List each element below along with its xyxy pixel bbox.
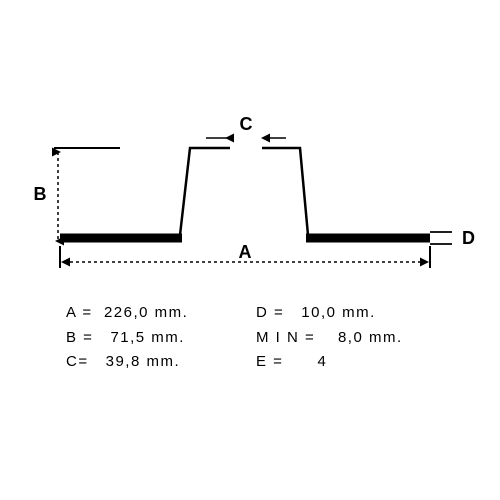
label-d: D (462, 228, 475, 248)
spec-row: A = 226,0 mm. D = 10,0 mm. (62, 302, 407, 325)
spec-b-label: B = (66, 329, 93, 346)
spec-c-value: 39,8 mm. (100, 353, 180, 370)
spec-d-label: D = (256, 304, 284, 321)
profile-left (60, 148, 230, 235)
brake-disc-diagram: { "diagram": { "type": "technical-2d", "… (0, 0, 500, 500)
spec-c-label: C= (66, 353, 89, 370)
spec-d-value: 10,0 mm. (296, 304, 376, 321)
spec-row: B = 71,5 mm. M I N = 8,0 mm. (62, 327, 407, 350)
spec-min-label: M I N = (256, 329, 315, 346)
spec-a-value: 226,0 mm. (104, 304, 188, 321)
spec-e-value: 4 (295, 353, 328, 370)
label-b: B (34, 184, 47, 204)
label-c: C (240, 114, 253, 134)
spec-row: C= 39,8 mm. E = 4 (62, 351, 407, 374)
diagram-svg: B A C D (0, 0, 500, 500)
spec-e-label: E = (256, 353, 283, 370)
profile-right (262, 148, 430, 235)
spec-min-value: 8,0 mm. (327, 329, 403, 346)
spec-a-label: A = (66, 304, 93, 321)
spec-b-value: 71,5 mm. (105, 329, 185, 346)
spec-table: A = 226,0 mm. D = 10,0 mm. B = 71,5 mm. … (60, 300, 409, 376)
label-a: A (239, 242, 252, 262)
